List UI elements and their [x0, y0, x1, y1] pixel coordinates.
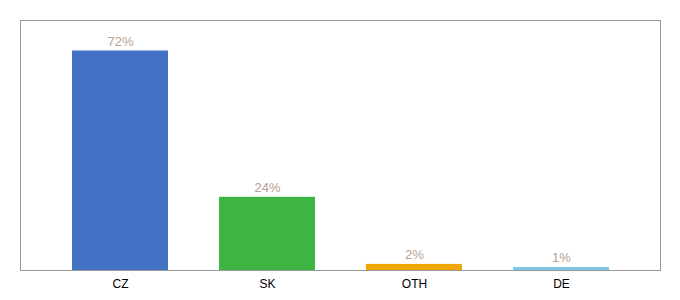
svg-text:1%: 1% — [552, 250, 571, 265]
svg-text:72%: 72% — [107, 34, 133, 49]
svg-text:2%: 2% — [405, 247, 424, 262]
svg-text:DE: DE — [553, 277, 570, 291]
svg-text:24%: 24% — [254, 180, 280, 195]
svg-text:SK: SK — [259, 277, 275, 291]
svg-text:OTH: OTH — [402, 277, 427, 291]
svg-text:CZ: CZ — [113, 277, 129, 291]
